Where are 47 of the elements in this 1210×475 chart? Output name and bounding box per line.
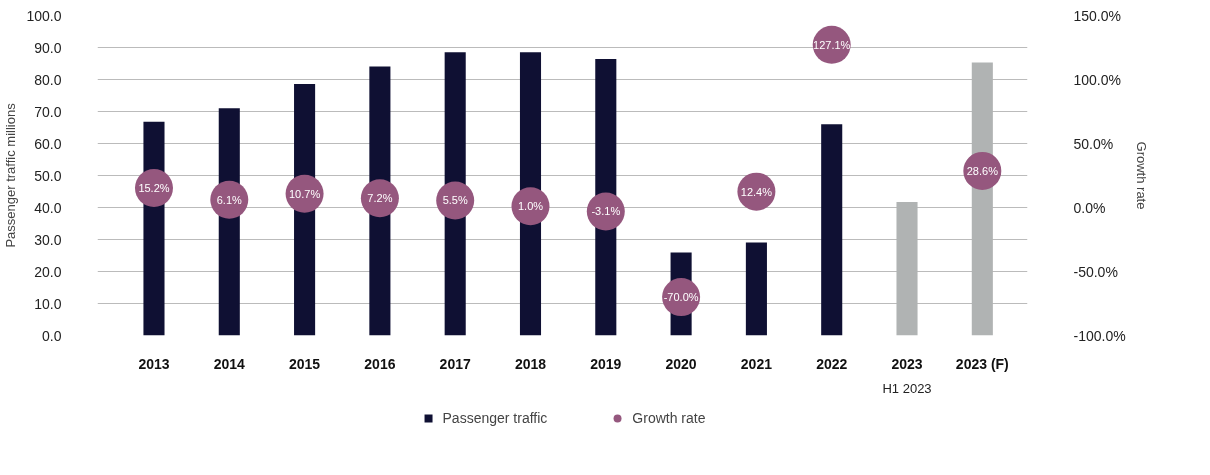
y-tick-label: 40.0 <box>34 199 62 216</box>
data-label: 5.5% <box>442 194 468 207</box>
y-tick-label: 100.0 <box>26 7 62 24</box>
data-label: 12.4% <box>740 185 773 198</box>
y-tick-label: 50.0 <box>34 167 62 184</box>
data-label: 10.7% <box>288 187 321 200</box>
data-label: 7.2% <box>367 192 393 205</box>
legend-label: Growth rate <box>632 410 706 426</box>
data-label: 127.1% <box>813 38 851 51</box>
data-label: 15.2% <box>138 182 170 195</box>
y2-tick-label: 0.0% <box>1073 199 1106 216</box>
x-tick-label: 2017 <box>439 355 471 372</box>
x-tick-label: 2014 <box>213 355 246 372</box>
y-axis-title: Passenger traffic millions <box>3 102 19 248</box>
y-tick-label: 60.0 <box>34 135 62 152</box>
y2-tick-label: -100.0% <box>1073 327 1126 344</box>
x-tick-label: 2022 <box>816 355 848 372</box>
x-tick-label: 2013 <box>138 355 170 372</box>
y2-tick-label: 50.0% <box>1073 135 1114 152</box>
y2-axis-title: Growth rate <box>1133 141 1149 210</box>
y-tick-label: 30.0 <box>34 231 62 248</box>
x-tick-label: 2021 <box>740 355 773 372</box>
bar <box>745 242 767 336</box>
bar <box>821 124 843 336</box>
x-tick-label: 2020 <box>665 355 697 372</box>
x-tick-label: 2019 <box>590 355 622 372</box>
y-tick-label: 70.0 <box>34 103 62 120</box>
y2-tick-label: 100.0% <box>1073 71 1121 88</box>
y-tick-label: 80.0 <box>34 71 62 88</box>
x-tick-label: 2023 (F) <box>955 355 1009 372</box>
data-label: -3.1% <box>591 205 621 218</box>
x-tick-label: 2023 <box>891 355 923 372</box>
y-tick-label: 10.0 <box>34 295 62 312</box>
y-tick-label: 90.0 <box>34 39 62 56</box>
legend-label: Passenger traffic <box>442 410 548 426</box>
y-tick-label: 20.0 <box>34 263 62 280</box>
data-label: 6.1% <box>216 193 243 206</box>
y-tick-label: 0.0 <box>42 327 62 344</box>
data-label: -70.0% <box>663 291 699 304</box>
y2-tick-label: -50.0% <box>1073 263 1118 280</box>
data-label: 28.6% <box>966 164 999 177</box>
x-tick-label: 2016 <box>364 355 396 372</box>
y2-tick-label: 150.0% <box>1073 7 1121 24</box>
x-tick-label: 2018 <box>514 355 547 372</box>
text: H1 2023 <box>882 380 932 396</box>
data-label: 1.0% <box>517 200 544 213</box>
x-tick-label: 2015 <box>289 355 321 372</box>
